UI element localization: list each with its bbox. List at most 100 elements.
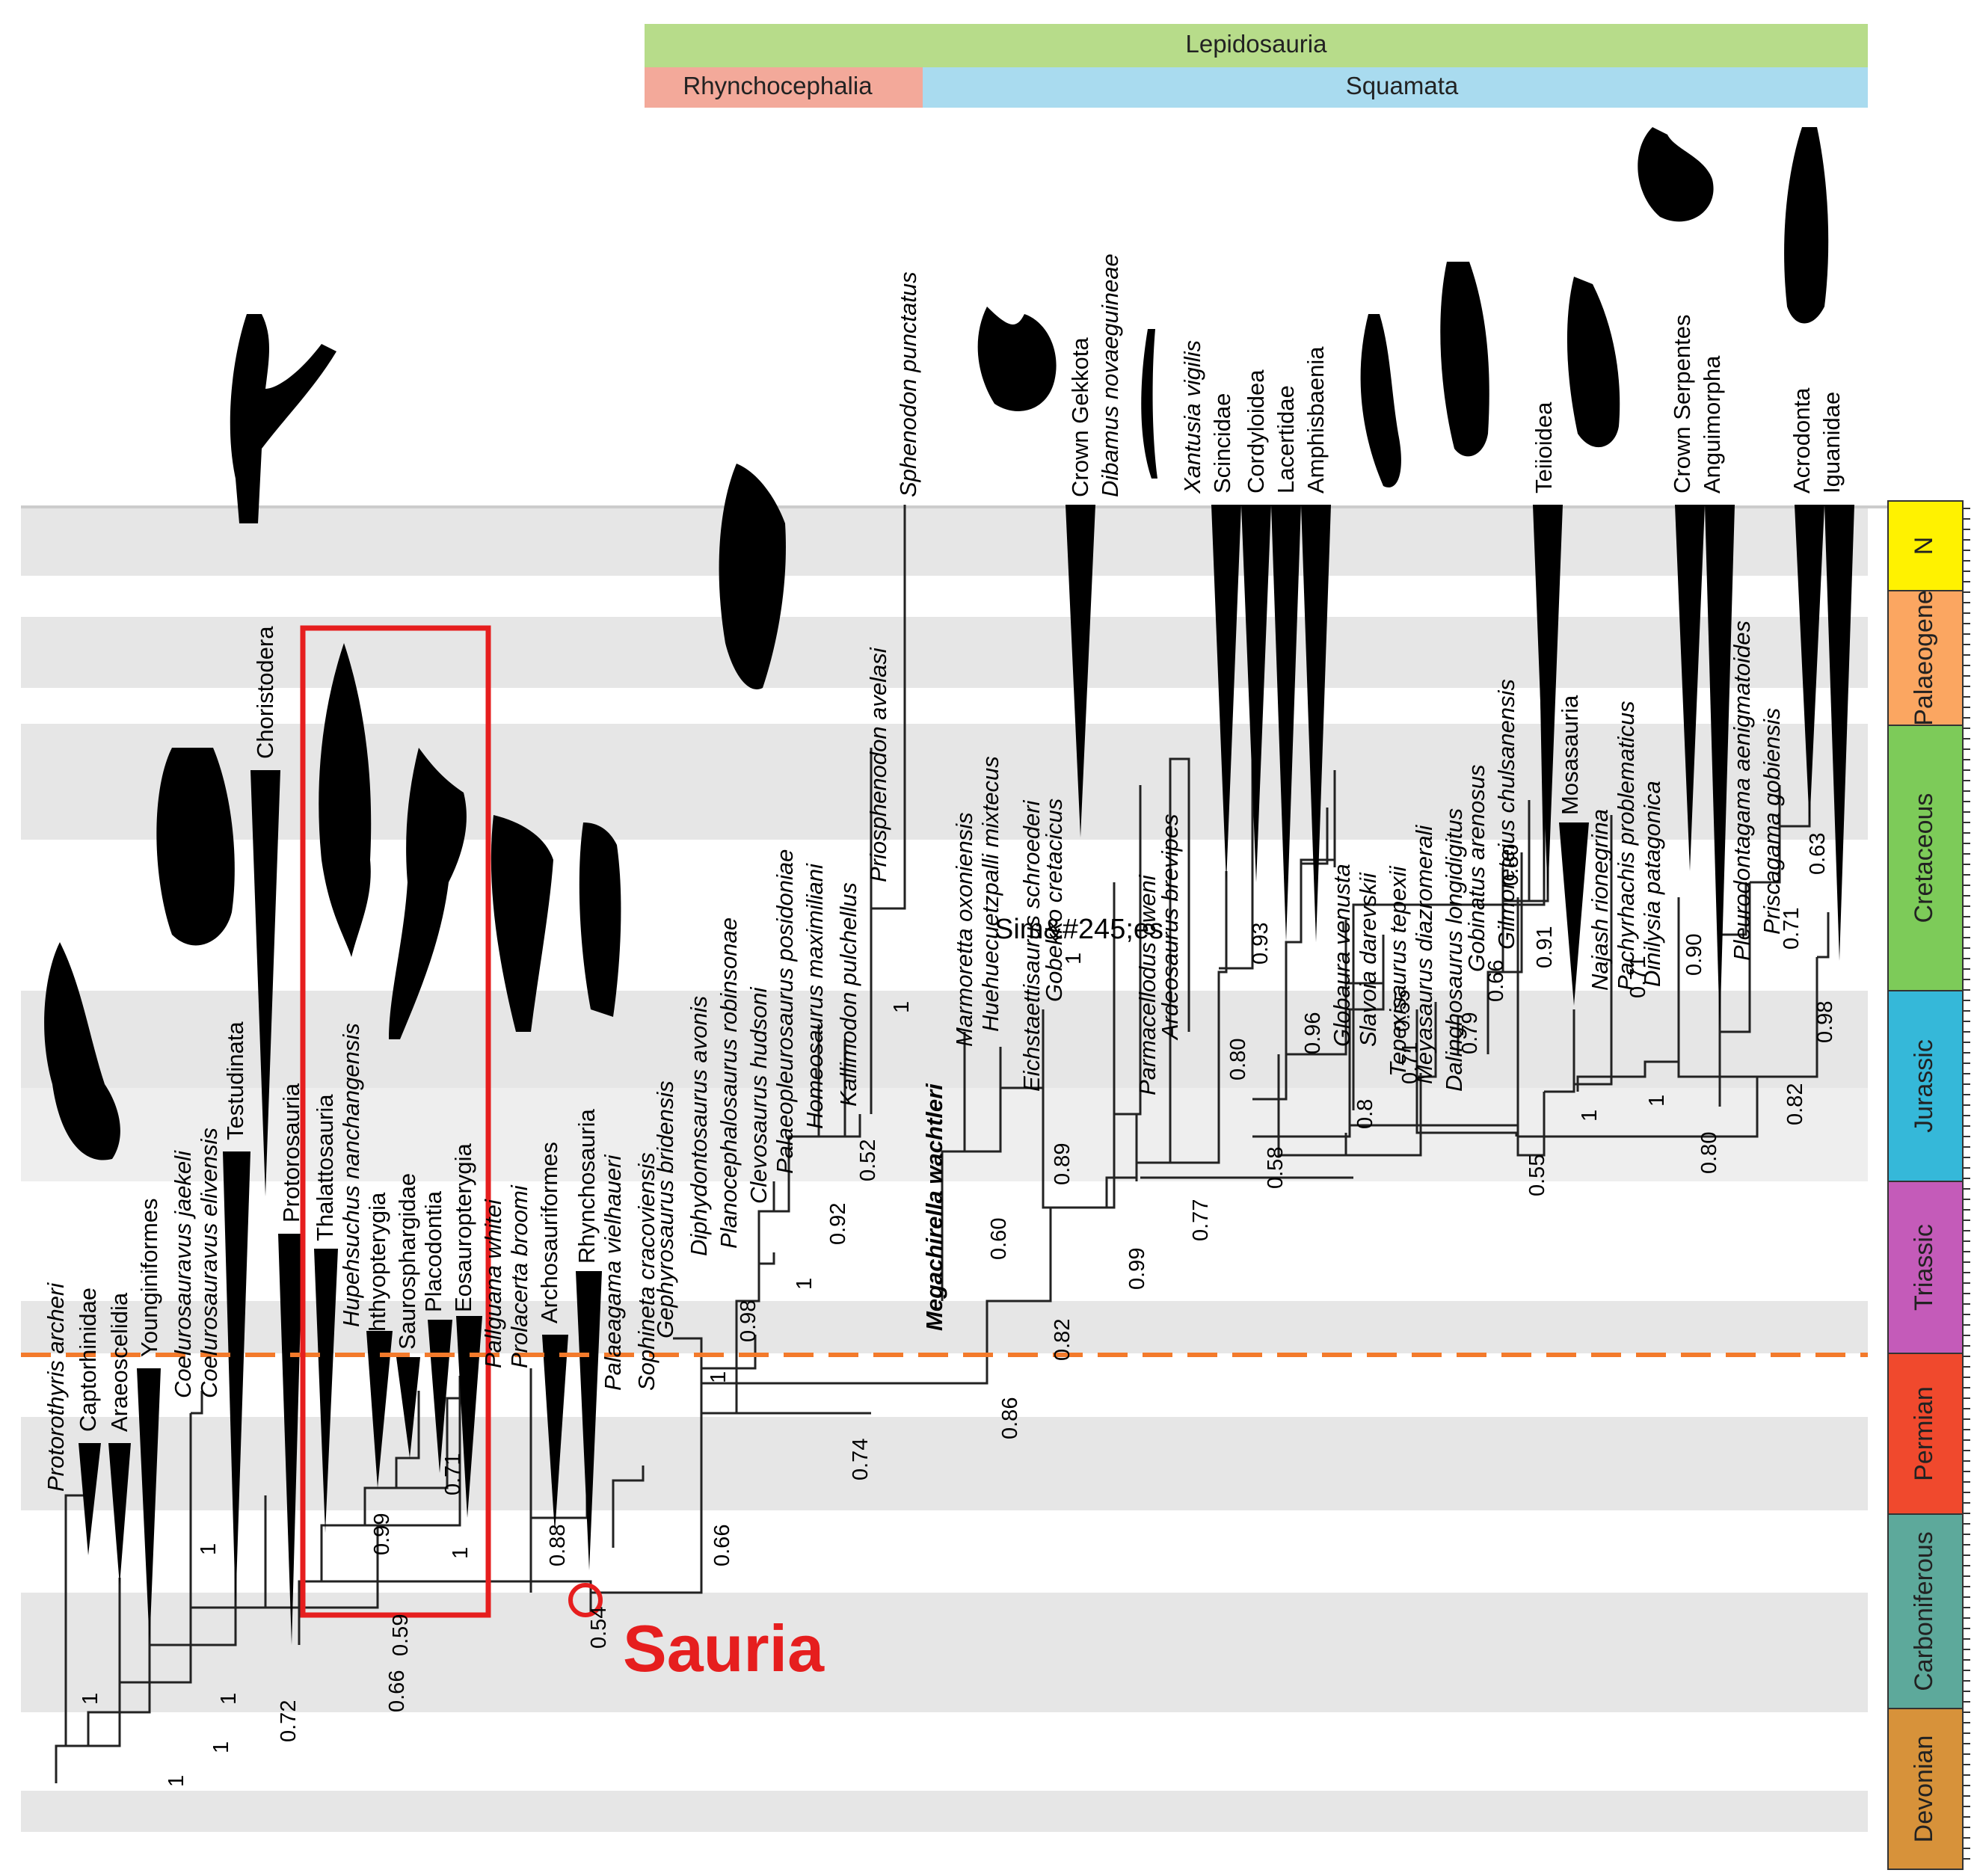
tip-label: Placodontia [420, 1190, 446, 1312]
support-value: 0.86 [998, 1397, 1022, 1439]
stray-overlay-text: Sim&#245;es [994, 914, 1163, 945]
sauropterygian-silhouette [389, 748, 467, 1039]
clade-wedge [223, 1151, 250, 1608]
protorothyris-silhouette [44, 942, 120, 1160]
tip-label: Younginiformes [136, 1198, 162, 1357]
period-label: Jurassic [1910, 1039, 1938, 1133]
tree-branches [55, 505, 1830, 1783]
choristodere-silhouette [230, 314, 336, 523]
tip-label: Sophineta cracoviensis [633, 1152, 659, 1391]
tip-label: Lacertidae [1273, 385, 1299, 493]
clade-wedge [542, 1335, 568, 1533]
branch [735, 1286, 760, 1413]
period-block [1887, 1708, 1964, 1870]
branch [1644, 897, 1680, 1077]
snake-silhouette [1638, 127, 1714, 222]
clade-wedge [576, 1271, 602, 1570]
slender-lizard-silhouette [1360, 314, 1401, 488]
support-value: 1 [707, 1371, 731, 1383]
tip-label: Dibamus novaeguineae [1097, 253, 1123, 497]
support-value: 0.54 [587, 1607, 611, 1649]
period-label: Cretaceous [1910, 793, 1938, 923]
tip-label: Protorothyris archeri [43, 1282, 69, 1492]
support-value: 1 [164, 1775, 188, 1787]
branch [1756, 957, 1818, 1107]
period-label: Carboniferous [1910, 1531, 1938, 1691]
support-value: 0.66 [385, 1670, 409, 1712]
support-value: 0.88 [546, 1525, 570, 1566]
archosauriform-silhouette [491, 815, 553, 1032]
tip-label: Parmacellodus oweni [1134, 874, 1160, 1095]
branch [819, 1114, 861, 1138]
tip-label: Ichthyopterygia [364, 1192, 390, 1350]
tip-label: Thalattosauria [312, 1094, 338, 1241]
branch [1217, 871, 1228, 1151]
branch [757, 1252, 775, 1286]
tip-label: Rhynchosauria [574, 1108, 600, 1264]
amphisbaenian-silhouette [1141, 329, 1157, 479]
support-value: 0.80 [1226, 1039, 1250, 1080]
support-value: 0.66 [1484, 960, 1508, 1002]
clade-wedge [1066, 505, 1095, 837]
period-block [1887, 1181, 1964, 1354]
tip-label: Najash rionegrina [1587, 809, 1613, 991]
support-value: 0.99 [1125, 1248, 1149, 1290]
tip-label: Slavoia darevskii [1355, 872, 1381, 1047]
sauria-node-marker [568, 1583, 603, 1617]
tip-label: Choristodera [252, 626, 278, 759]
period-block [1887, 990, 1964, 1182]
tip-label: Pachyrhachis problematicus [1613, 701, 1639, 991]
support-value: 0.99 [370, 1513, 394, 1555]
clade-wedge [456, 1316, 482, 1518]
support-value: 0.74 [849, 1439, 873, 1480]
support-value: 0.92 [826, 1203, 850, 1245]
support-value: 0.89 [1051, 1143, 1074, 1185]
tip-label: Teiioidea [1531, 402, 1557, 493]
support-value: 0.71 [1780, 908, 1804, 950]
support-value: 0.91 [1533, 926, 1557, 968]
rhynchocephalia-bar [645, 67, 923, 108]
support-value: 0.59 [389, 1614, 413, 1656]
tip-label: Iguanidae [1818, 392, 1845, 493]
silhouettes [44, 127, 1829, 1160]
time-band [21, 1417, 1868, 1510]
tip-label: Dinilysia patagonica [1639, 781, 1665, 987]
support-value: 0.96 [1301, 1012, 1325, 1054]
clade-wedge [1241, 505, 1271, 882]
teiid-silhouette [1440, 262, 1489, 457]
period-label: Devonian [1910, 1735, 1938, 1843]
support-value: 0.55 [1391, 990, 1415, 1032]
clade-wedge [1271, 505, 1301, 942]
support-value: 0.98 [1813, 1001, 1837, 1043]
clade-wedges [79, 505, 1854, 1645]
lepidosauria-label: Lepidosauria [1186, 30, 1328, 58]
branch [1309, 1073, 1422, 1157]
time-band [21, 1088, 1868, 1181]
support-value: 0.90 [1682, 934, 1706, 976]
branch [1113, 785, 1142, 1178]
tip-label: Huehuecuetzpalli mixtecus [977, 756, 1003, 1032]
clade-wedge [1301, 505, 1331, 942]
tip-label: Crown Serpentes [1669, 314, 1695, 493]
branch [1348, 935, 1385, 1088]
support-value: 1 [1062, 953, 1086, 965]
support-value: 0.52 [856, 1140, 880, 1181]
branch [298, 1580, 592, 1645]
period-label: Palaeogene [1910, 590, 1938, 726]
turtle-silhouette [156, 748, 235, 946]
tip-label: Captorhinidae [75, 1288, 101, 1432]
tip-label: Gobekko cretacicus [1041, 799, 1067, 1002]
tip-label: Megachirella wachtleri [921, 1083, 947, 1331]
tip-label: Araeoscelidia [106, 1292, 132, 1432]
branch [1042, 1088, 1051, 1209]
period-label: Triassic [1910, 1224, 1938, 1311]
tip-label: Pleurodontagama aenigmatoides [1729, 621, 1755, 961]
tip-label: Gobinatus arenosus [1463, 765, 1489, 972]
support-value: 0.77 [1189, 1199, 1213, 1241]
tip-label: Eosauropterygia [450, 1142, 476, 1312]
clade-wedge [137, 1368, 161, 1645]
branch [118, 1413, 192, 1712]
branch [1415, 897, 1519, 1134]
lepidosauria-bar [645, 24, 1868, 67]
